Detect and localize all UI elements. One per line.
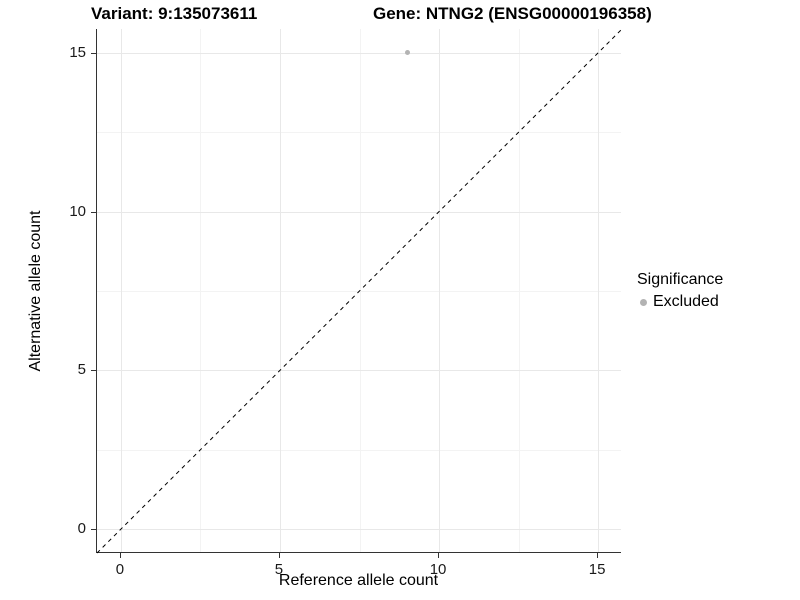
- y-tick-label: 0: [77, 520, 86, 538]
- x-axis-tick: [597, 553, 599, 558]
- gridline-x-minor: [200, 29, 202, 552]
- gridline-y-minor: [97, 132, 621, 134]
- y-axis-tick: [91, 211, 96, 213]
- gridline-x-minor: [518, 29, 520, 552]
- y-axis-tick: [91, 370, 96, 372]
- legend-key-dot: [640, 298, 647, 306]
- plot-panel: [96, 28, 623, 554]
- gridline-x-major: [279, 29, 281, 552]
- x-tick-label: 15: [588, 561, 606, 578]
- legend: Significance Excluded: [637, 270, 723, 312]
- plot-title-gene: Gene: NTNG2 (ENSG00000196358): [373, 4, 652, 23]
- gridline-y-major: [97, 529, 621, 531]
- y-tick-label: 10: [69, 202, 86, 220]
- gridline-y-minor: [97, 449, 621, 451]
- x-axis-tick: [119, 553, 121, 558]
- gridline-x-major: [598, 29, 600, 552]
- x-axis-title: Reference allele count: [278, 572, 439, 589]
- x-tick-label: 10: [429, 561, 447, 578]
- plot-title-variant: Variant: 9:135073611: [91, 4, 258, 23]
- x-axis-tick: [278, 553, 280, 558]
- gridline-x-major: [439, 29, 441, 552]
- y-tick-label: 5: [77, 361, 86, 379]
- diagonal-reference-line: [96, 28, 623, 554]
- gridline-y-major: [97, 52, 621, 54]
- x-tick-label: 0: [115, 561, 125, 578]
- gridline-y-major: [97, 211, 621, 213]
- legend-item-excluded: Excluded: [637, 292, 723, 312]
- y-tick-label: 15: [69, 43, 86, 61]
- legend-title: Significance: [637, 271, 724, 288]
- y-axis-tick: [91, 529, 96, 531]
- gridline-x-major: [120, 29, 122, 552]
- gridline-y-major: [97, 370, 621, 372]
- x-tick-label: 5: [274, 561, 284, 578]
- legend-item-label: Excluded: [653, 293, 719, 310]
- y-axis-tick: [91, 52, 96, 54]
- data-point: [404, 50, 410, 56]
- y-axis-title: Alternative allele count: [27, 210, 44, 372]
- x-axis-tick: [438, 553, 440, 558]
